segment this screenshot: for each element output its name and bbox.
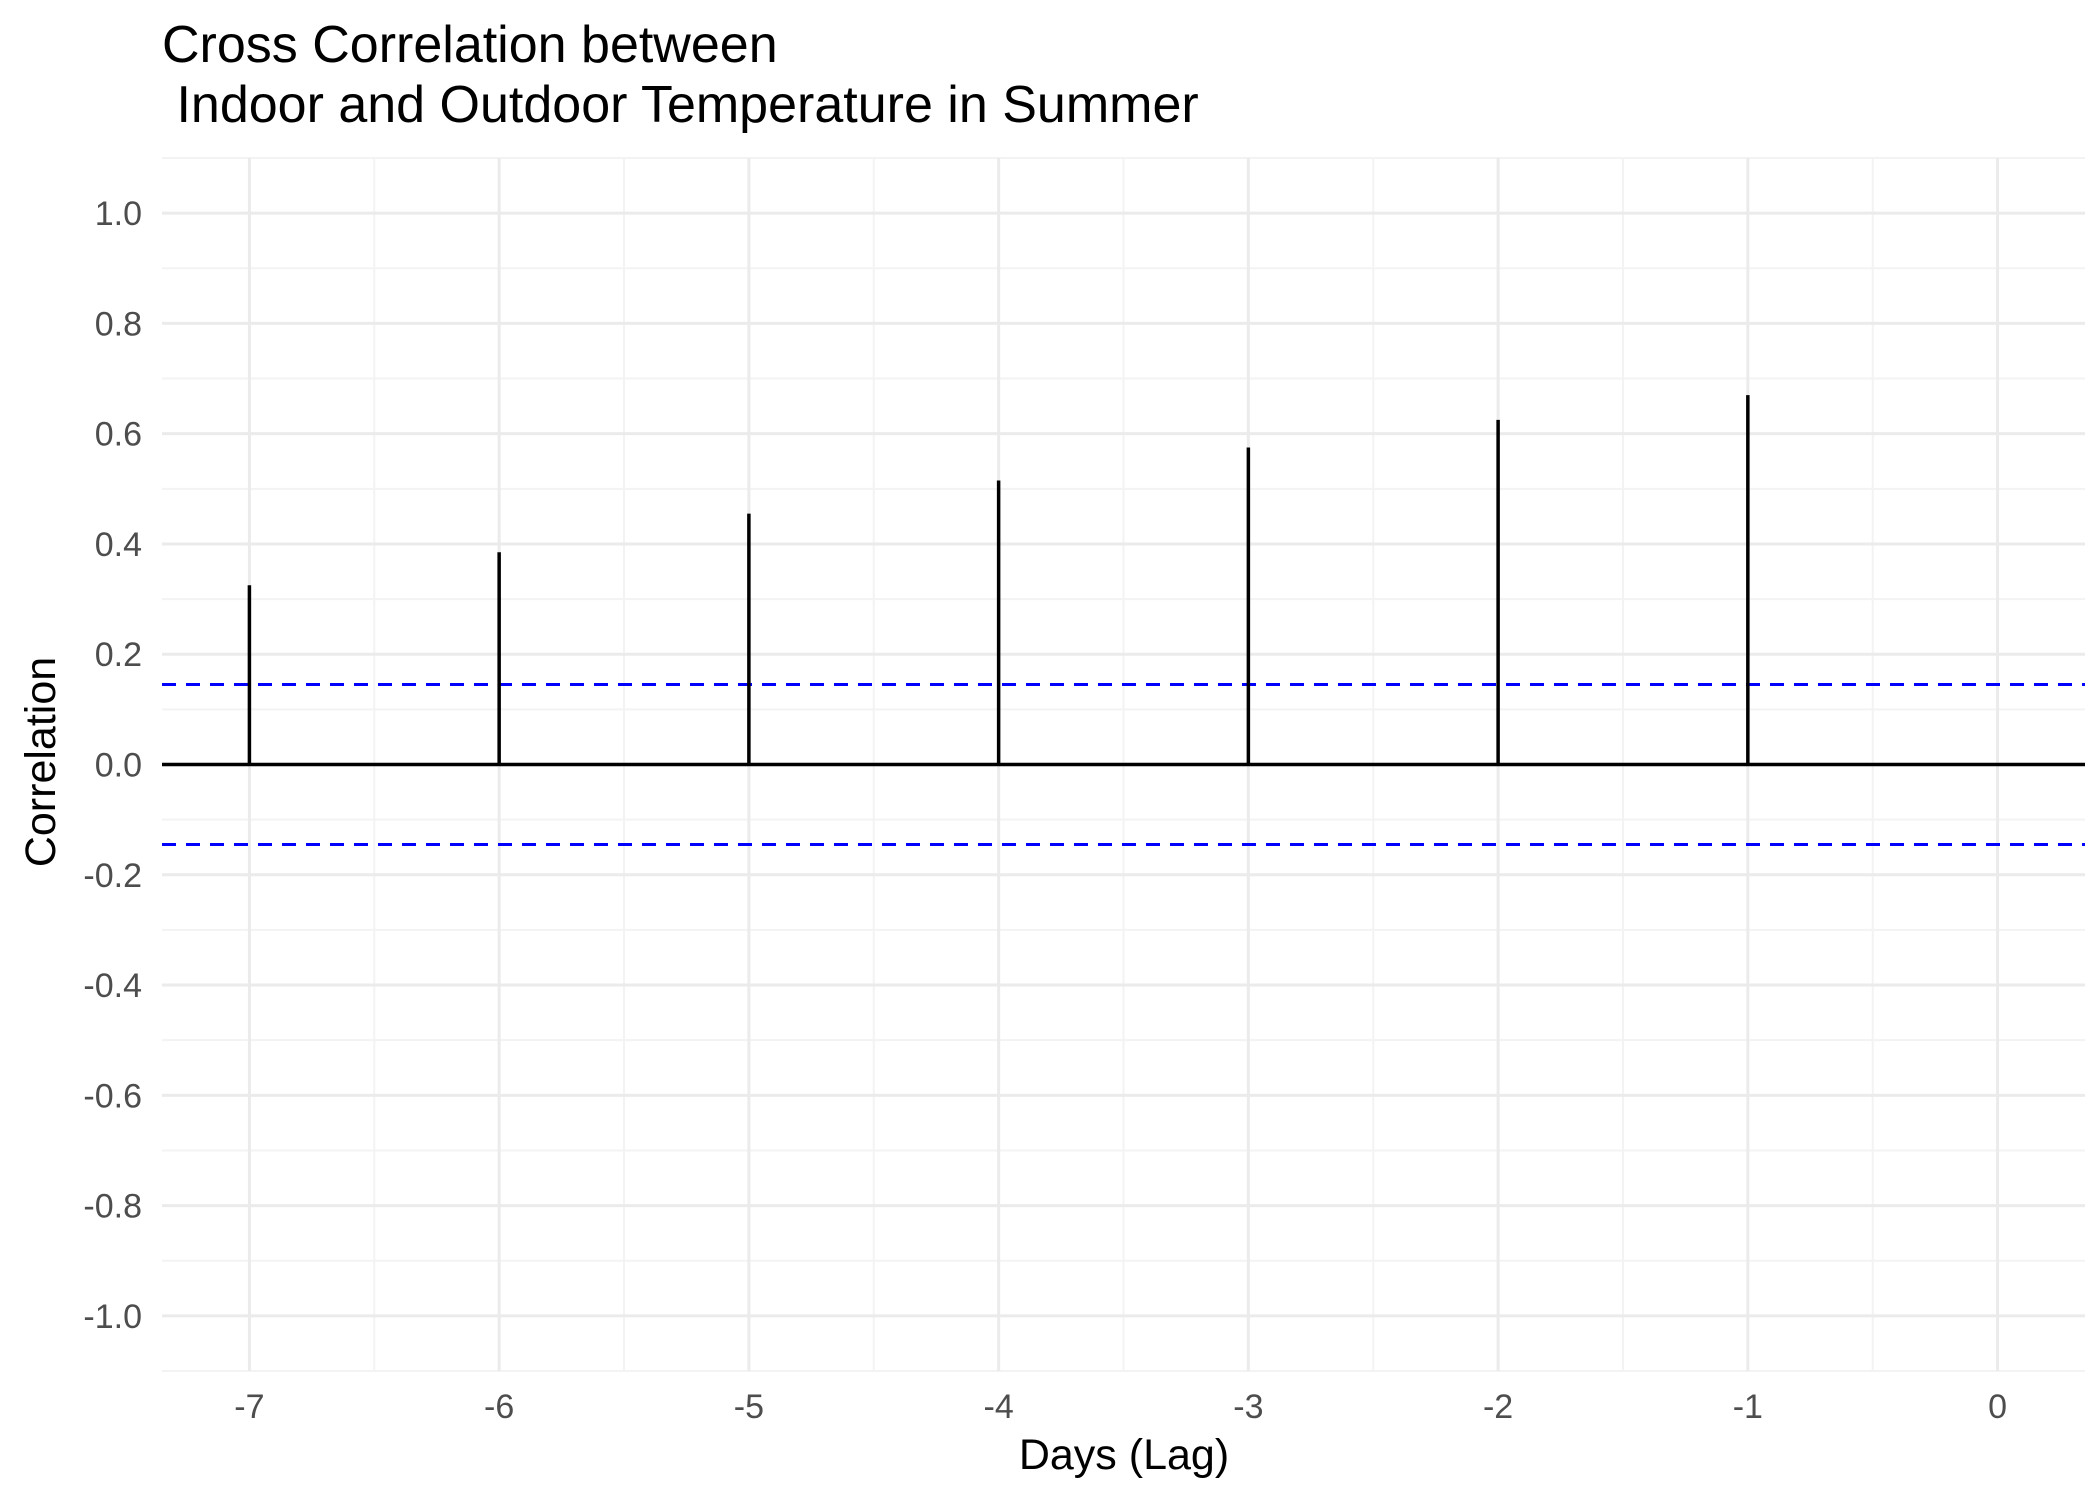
y-tick-label: -0.6	[83, 1077, 142, 1115]
x-tick-label: 0	[1988, 1388, 2007, 1426]
x-tick-label: -5	[734, 1388, 764, 1426]
y-tick-label: 0.6	[95, 416, 142, 454]
y-tick-label: -0.8	[83, 1188, 142, 1226]
x-tick-label: -3	[1233, 1388, 1263, 1426]
y-tick-label: 1.0	[95, 195, 142, 233]
x-axis-title: Days (Lag)	[1019, 1431, 1229, 1479]
x-tick-label: -7	[234, 1388, 264, 1426]
x-tick-label: -4	[984, 1388, 1014, 1426]
x-tick-labels: -7 -6 -5 -4 -3 -2 -1 0	[234, 1388, 2007, 1426]
x-tick-label: -6	[484, 1388, 514, 1426]
y-tick-label: -1.0	[83, 1298, 142, 1336]
confidence-bounds	[162, 683, 2085, 846]
chart-title-line-1: Cross Correlation between	[162, 16, 778, 74]
correlation-bars	[247, 395, 1750, 765]
x-tick-label: -2	[1483, 1388, 1513, 1426]
y-tick-label: 0.4	[95, 526, 142, 564]
x-tick-label: -1	[1733, 1388, 1763, 1426]
y-tick-label: 0.8	[95, 305, 142, 343]
y-tick-labels: 1.0 0.8 0.6 0.4 0.2 0.0 -0.2 -0.4 -0.6 -0.8 -1.0	[83, 195, 142, 1336]
y-tick-label: 0.0	[95, 747, 142, 785]
y-tick-label: 0.2	[95, 636, 142, 674]
chart-title-line-2: Indoor and Outdoor Temperature in Summer	[162, 76, 1199, 134]
y-tick-label: -0.4	[83, 967, 142, 1005]
y-tick-label: -0.2	[83, 857, 142, 895]
y-axis-title: Correlation	[17, 657, 65, 867]
